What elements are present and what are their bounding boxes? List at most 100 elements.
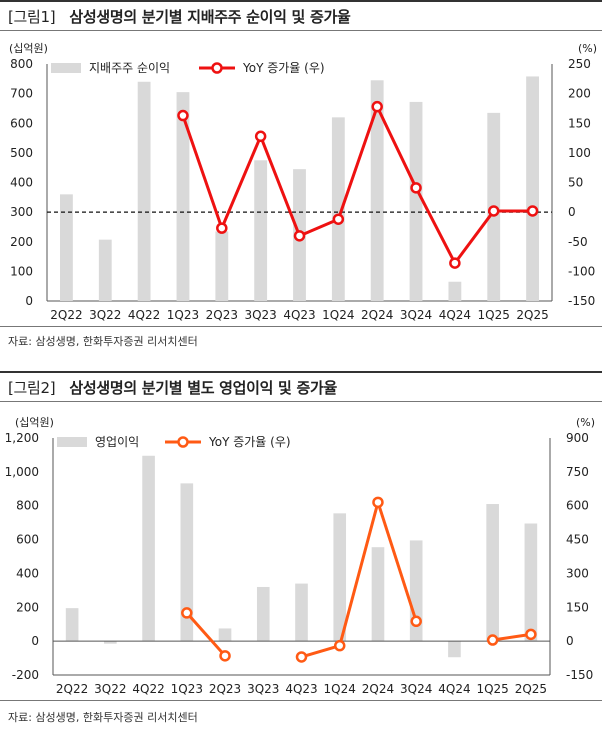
x-tick-label: 2Q22 <box>56 682 88 696</box>
legend-line-marker <box>211 62 223 74</box>
bar-4Q23 <box>295 583 308 642</box>
x-tick-label: 4Q24 <box>438 682 470 696</box>
x-tick-label: 4Q23 <box>283 308 315 322</box>
bar-2Q25 <box>524 523 538 642</box>
point-3Q24 <box>410 615 422 628</box>
line-segment <box>375 106 418 189</box>
line-segment <box>259 135 301 237</box>
right-tick-label: 50 <box>568 176 583 190</box>
x-tick-label: 4Q22 <box>132 682 164 696</box>
left-tick-label: 200 <box>10 235 33 249</box>
bar-2Q24 <box>371 547 385 642</box>
bar-3Q23 <box>254 160 268 301</box>
left-tick-label: 0 <box>31 634 39 648</box>
chart-1-svg: (십억원) (%)0100200300400500600700800-150-10… <box>9 42 597 322</box>
bar-2Q22 <box>65 608 79 642</box>
right-tick-label: -100 <box>568 264 595 278</box>
left-tick-label: -200 <box>12 668 39 682</box>
x-tick-label: 2Q22 <box>50 308 82 322</box>
line-segment <box>338 501 380 647</box>
title-rule-1 <box>0 30 602 31</box>
x-tick-label: 3Q23 <box>247 682 279 696</box>
x-tick-label: 3Q23 <box>244 308 276 322</box>
chart-2-svg: (십억원) (%) -200 0 200 400 600 800 1,000 1,200 -150 0… <box>5 416 595 696</box>
left-tick-label: 600 <box>16 533 39 547</box>
figure-2-title-text: 삼성생명의 분기별 별도 영업이익 및 증가율 <box>69 379 337 397</box>
left-tick-label: 0 <box>25 294 33 308</box>
top-rule-1 <box>0 0 602 2</box>
left-tick-label: 100 <box>10 264 33 278</box>
left-tick-label: 200 <box>16 600 39 614</box>
bar-4Q22 <box>137 81 151 302</box>
point-2Q24 <box>372 496 384 509</box>
figure-2-title: [그림2] 삼성생명의 분기별 별도 영업이익 및 증가율 <box>8 377 337 398</box>
bar-3Q22 <box>98 239 112 301</box>
legend-bar-swatch <box>51 63 81 73</box>
point-4Q24 <box>449 257 461 269</box>
point-2Q25 <box>526 205 539 217</box>
point-1Q24 <box>332 213 345 225</box>
point-3Q24 <box>410 182 422 194</box>
left-tick-label: 1,200 <box>5 431 39 445</box>
bar-1Q24 <box>331 117 345 301</box>
source-rule-1 <box>0 326 602 327</box>
x-tick-label: 3Q24 <box>400 682 432 696</box>
chart-1: (십억원) (%) 0 100 200 300 400 500 600 700 800 -150 -10… <box>0 34 602 324</box>
figure-1-title: [그림1] 삼성생명의 분기별 지배주주 순이익 및 증가율 <box>8 6 351 27</box>
line-segment <box>301 644 341 659</box>
bar-2Q24 <box>370 80 384 301</box>
figure-2-tag: [그림2] <box>8 379 56 397</box>
right-tick-label: -150 <box>566 668 593 682</box>
x-tick-label: 2Q24 <box>362 682 394 696</box>
right-tick-label: 100 <box>568 146 591 160</box>
x-tick-label: 1Q25 <box>476 682 508 696</box>
right-tick-label: 900 <box>566 431 589 445</box>
figure-1-tag: [그림1] <box>8 8 56 26</box>
point-1Q25 <box>487 205 500 217</box>
point-1Q23 <box>177 109 189 122</box>
left-tick-label: 400 <box>10 176 33 190</box>
x-tick-label: 2Q23 <box>206 308 238 322</box>
bar-2Q23 <box>215 231 229 301</box>
bar-1Q23 <box>176 92 190 301</box>
bar-4Q22 <box>142 455 155 642</box>
x-tick-label: 2Q25 <box>515 682 547 696</box>
bar-3Q23 <box>256 586 270 642</box>
figure-1-title-text: 삼성생명의 분기별 지배주주 순이익 및 증가율 <box>69 8 351 26</box>
line-segment <box>376 501 418 622</box>
source-rule-2 <box>0 700 602 701</box>
legend-bar-swatch <box>57 437 87 447</box>
top-rule-2 <box>0 371 602 373</box>
line-segment <box>414 187 457 264</box>
point-1Q24 <box>333 639 346 652</box>
bar-2Q23 <box>218 628 232 642</box>
right-tick-label: 250 <box>568 57 591 71</box>
x-tick-label: 2Q23 <box>209 682 241 696</box>
right-tick-label: 450 <box>566 533 589 547</box>
x-tick-label: 1Q23 <box>167 308 199 322</box>
right-tick-label: 600 <box>566 499 589 513</box>
point-3Q23 <box>254 130 267 143</box>
bar-1Q25 <box>486 504 499 642</box>
bar-3Q22 <box>104 641 117 644</box>
title-rule-2 <box>0 401 602 402</box>
line-segment <box>220 135 263 229</box>
figure-1-source: 자료: 삼성생명, 한화투자증권 리서치센터 <box>8 335 198 348</box>
point-4Q23 <box>293 230 306 242</box>
point-4Q23 <box>295 651 308 663</box>
bar-1Q23 <box>180 483 194 642</box>
x-tick-label: 1Q24 <box>322 308 354 322</box>
left-tick-label: 700 <box>10 87 33 101</box>
bar-2Q22 <box>60 194 73 301</box>
right-tick-label: -50 <box>568 235 588 249</box>
x-tick-label: 2Q24 <box>361 308 393 322</box>
right-tick-label: 0 <box>568 205 576 219</box>
x-tick-label: 1Q23 <box>171 682 203 696</box>
right-tick-label: 300 <box>566 566 589 580</box>
left-unit-label: (십억원) <box>9 42 48 55</box>
left-tick-label: 400 <box>16 566 39 580</box>
left-tick-label: 500 <box>10 146 33 160</box>
left-tick-label: 800 <box>16 499 39 513</box>
line-segment <box>336 106 379 220</box>
right-tick-label: 200 <box>568 87 591 101</box>
